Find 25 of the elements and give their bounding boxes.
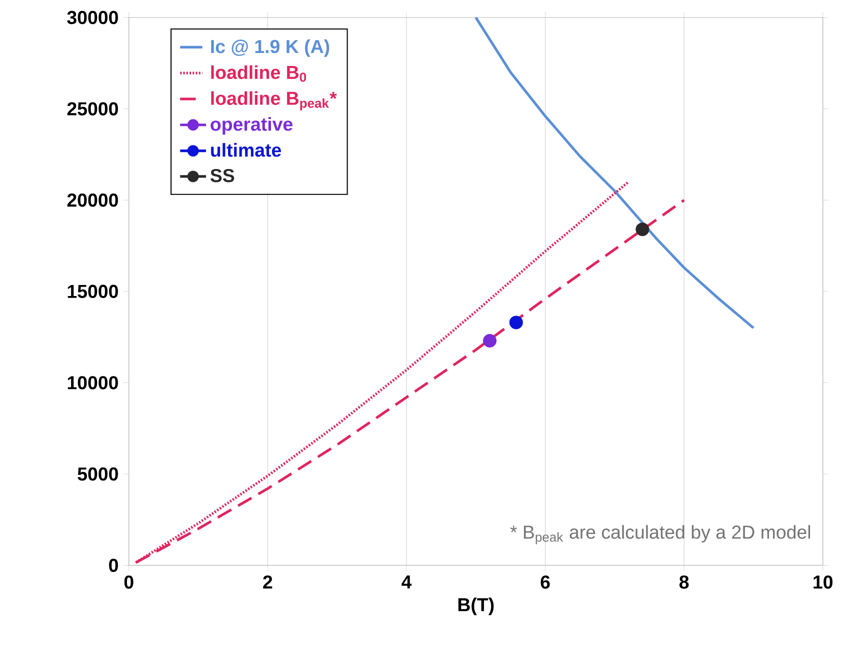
y-tick-label: 15000 [68, 284, 118, 298]
legend-label: SS [210, 169, 234, 182]
legend-label: loadline B$_{peak}$* [211, 91, 337, 111]
legend-label: operative [210, 117, 292, 135]
point [482, 334, 497, 348]
x-tick-label: 8 [679, 576, 689, 589]
legend-label: loadline B$_{0}$ [211, 65, 306, 82]
annotation: * B$_{peak}$ are calculated by a 2D model [510, 525, 810, 544]
x-tick-label: 4 [402, 576, 412, 588]
point [509, 316, 523, 330]
legend-label: ultimate [211, 143, 282, 157]
legend-label: Ic @ 1.9 K (A) [211, 40, 330, 57]
y-tick-label: 30000 [67, 11, 118, 24]
point [636, 222, 650, 236]
y-tick-label: 5000 [78, 468, 118, 481]
x-tick-label: 0 [124, 576, 134, 589]
x-tick-label: 2 [263, 576, 272, 589]
x-axis-title: B(T) [458, 598, 494, 616]
x-tick-label: 10 [814, 576, 833, 589]
y-tick-label: 10000 [68, 376, 118, 390]
line-series [474, 16, 755, 330]
y-tick-label: 25000 [67, 102, 118, 116]
x-tick-label: 6 [540, 576, 550, 589]
y-tick-label: 0 [109, 558, 118, 572]
y-tick-label: 20000 [67, 194, 118, 207]
